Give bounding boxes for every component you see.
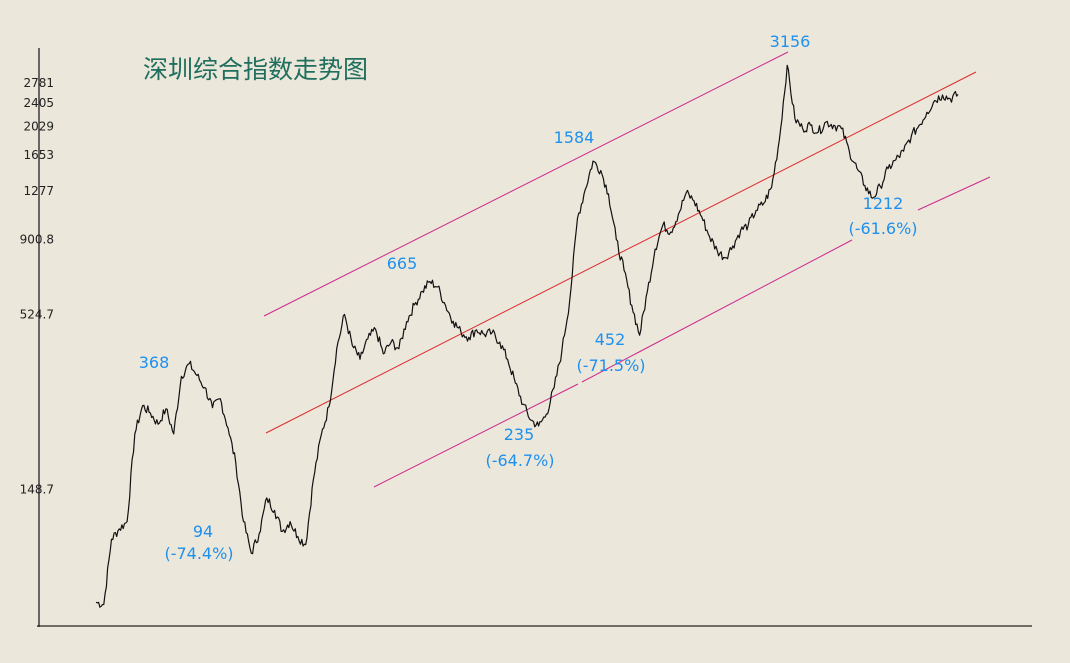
y-tick-label: 2029	[23, 120, 54, 134]
annotation-label: 368	[139, 353, 170, 372]
y-tick-label: 2781	[23, 76, 54, 90]
trend-line-lower	[373, 383, 579, 488]
price-series	[95, 64, 959, 608]
trend-line-middle	[265, 71, 977, 434]
y-tick-label: 1653	[23, 148, 54, 162]
y-tick-label: 1277	[23, 184, 54, 198]
annotation-label: (-64.7%)	[485, 451, 554, 470]
annotation-label: 665	[387, 254, 418, 273]
y-tick-labels: 2781 2405 2029 1653 1277 900.8 524.7 148.7	[20, 76, 54, 497]
annotation-label: (-71.5%)	[576, 356, 645, 375]
y-tick-label: 524.7	[20, 307, 54, 321]
chart-title: 深圳综合指数走势图	[143, 55, 368, 84]
annotation-label: 452	[595, 330, 626, 349]
annotation-label: 1212	[863, 194, 904, 213]
y-tick-label: 2405	[23, 96, 54, 110]
annotation-label: (-74.4%)	[164, 544, 233, 563]
annotation-label: 1584	[554, 128, 595, 147]
annotation-label: 3156	[770, 32, 811, 51]
annotation-label: (-61.6%)	[848, 219, 917, 238]
price-line	[95, 64, 959, 608]
annotation-label: 235	[504, 425, 535, 444]
trend-line-lower	[581, 239, 853, 383]
trend-line-upper	[263, 51, 789, 317]
trend-channel	[263, 51, 991, 488]
annotations: 368 94 (-74.4%) 665 235 (-64.7%) 1584 452 (-71.5…	[139, 32, 918, 563]
y-tick-label: 900.8	[20, 232, 54, 246]
annotation-label: 94	[193, 522, 213, 541]
y-tick-label: 148.7	[20, 483, 54, 497]
trend-line-lower	[917, 176, 991, 211]
